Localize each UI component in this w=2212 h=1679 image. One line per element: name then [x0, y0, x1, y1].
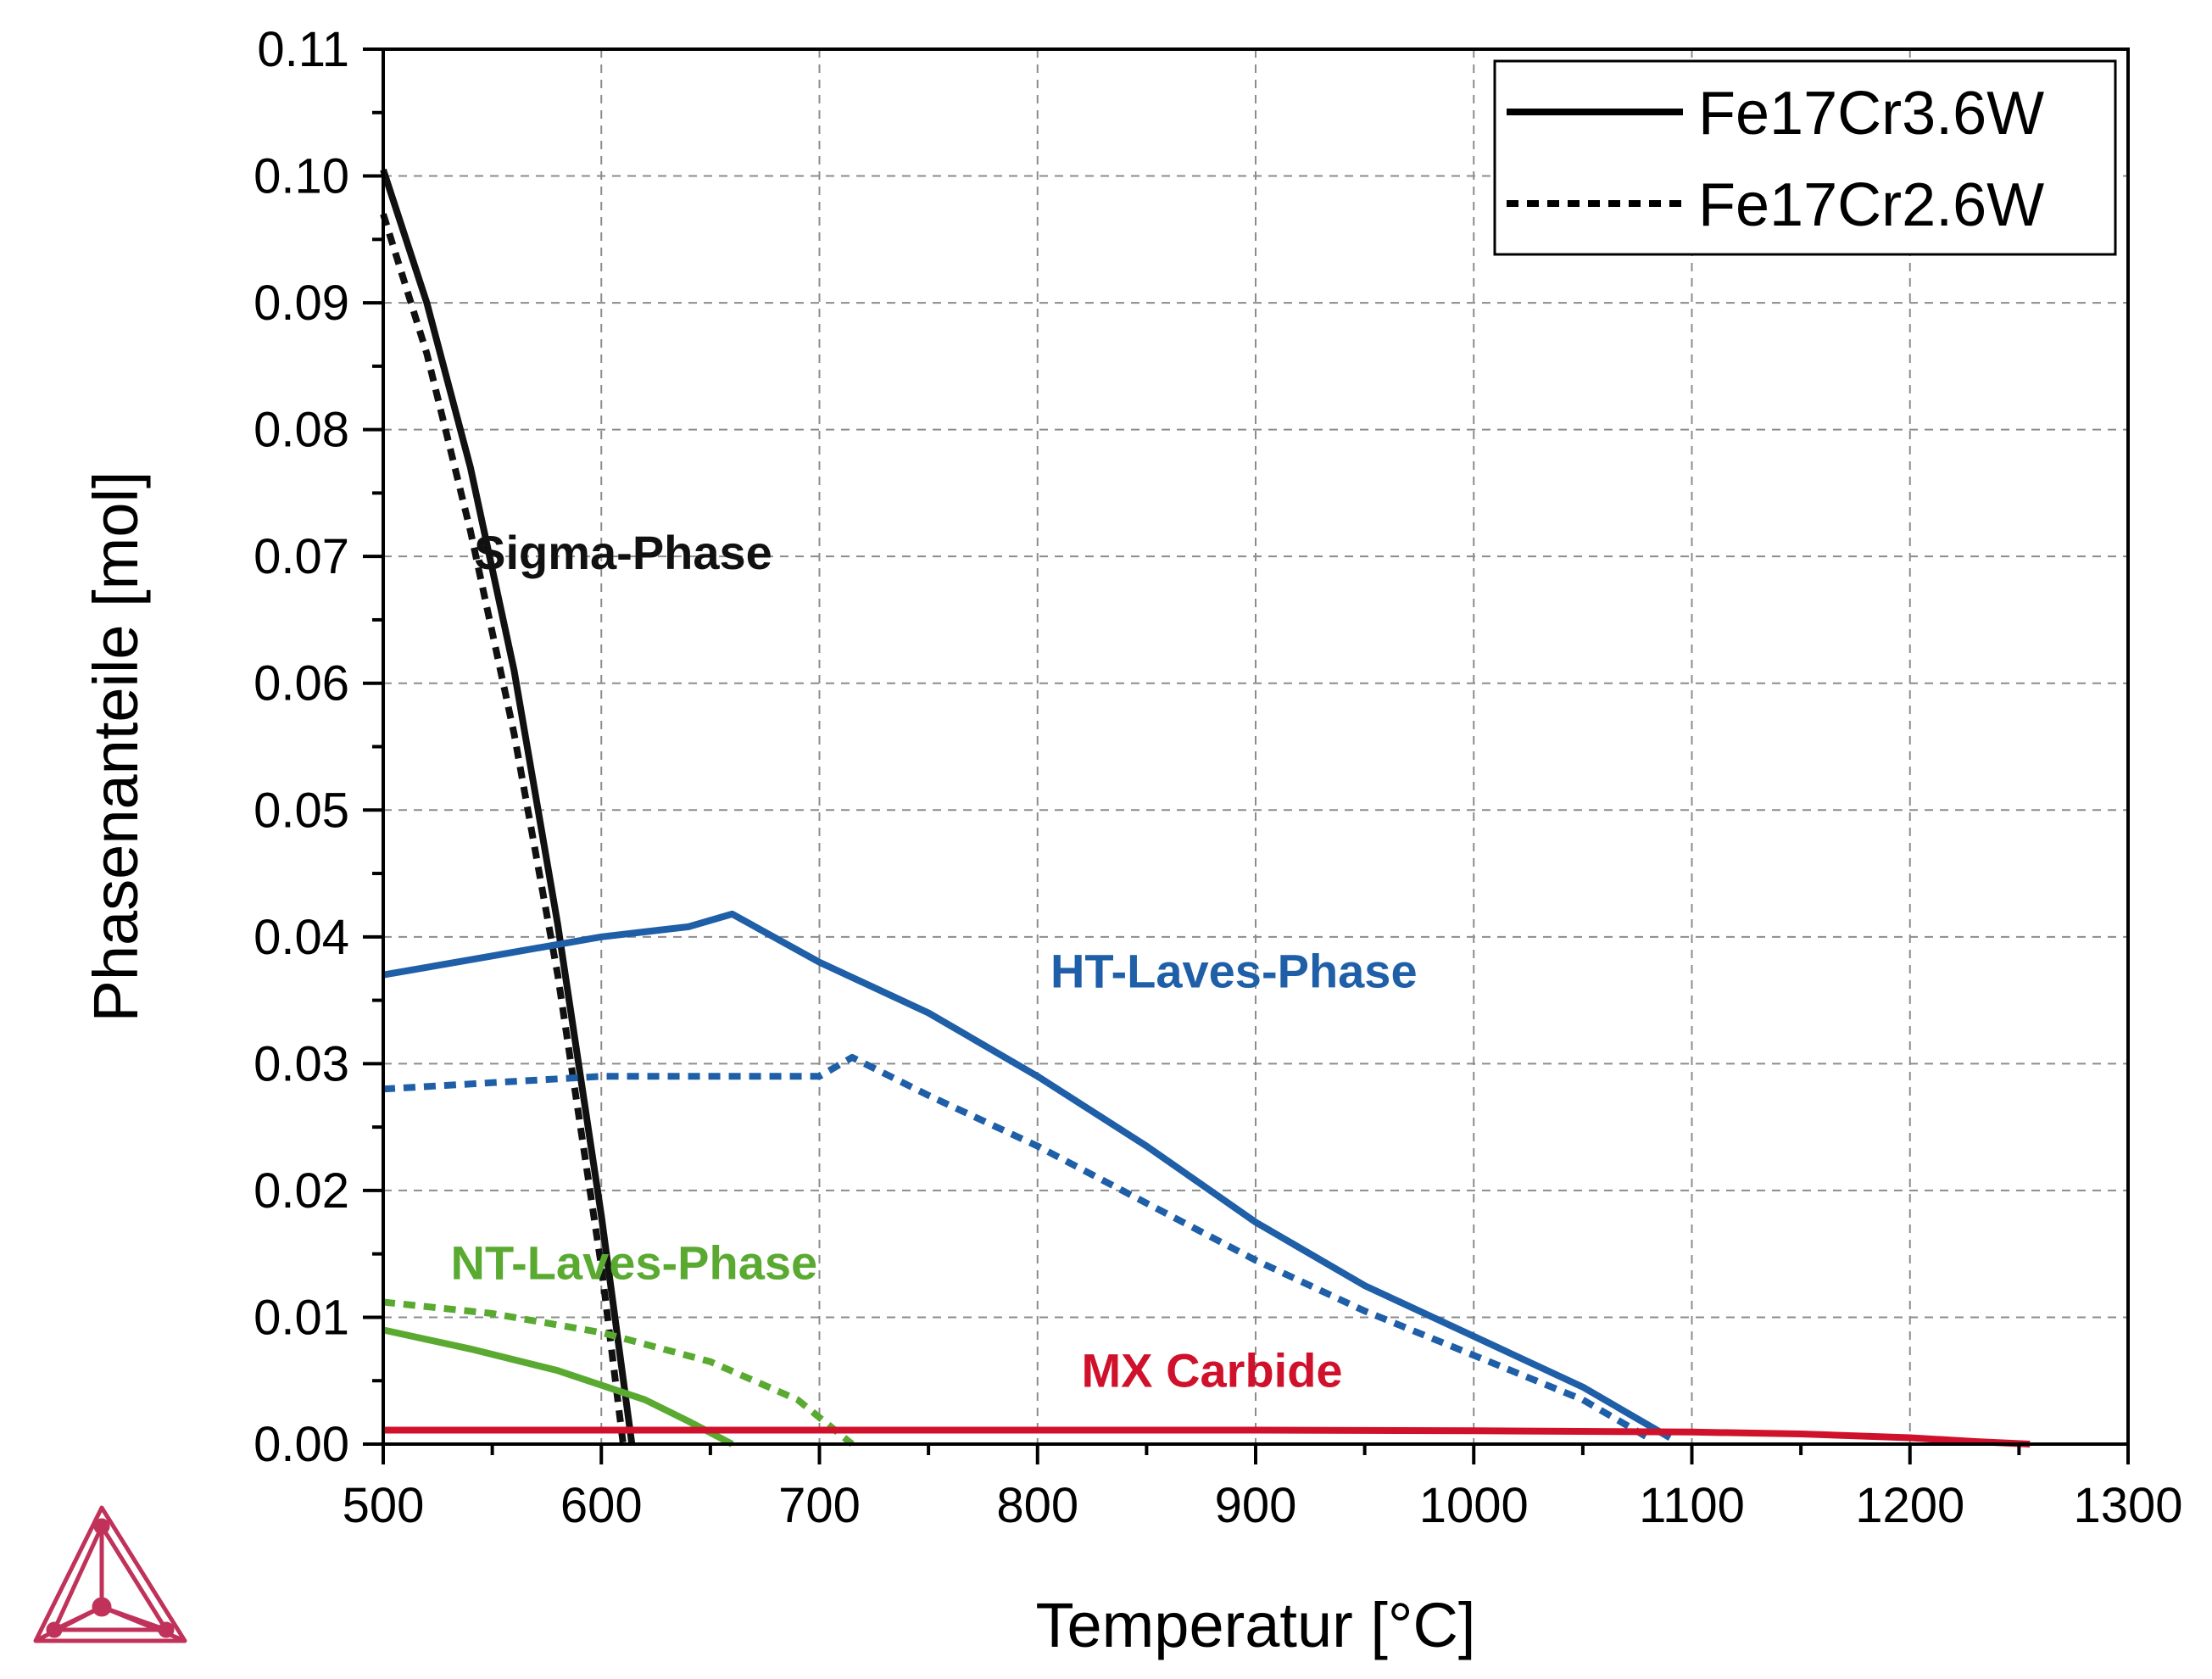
thermo-calc-logo-icon [33, 1505, 187, 1643]
series-sigma-phase-fe17cr2-6w [380, 213, 627, 1445]
series-ht-laves-phase-fe17cr2-6w [382, 1053, 1651, 1441]
x-tick-label: 1200 [1855, 1478, 1964, 1533]
y-tick-label: 0.02 [254, 1163, 349, 1219]
x-tick-label: 1000 [1419, 1478, 1529, 1533]
series-nt-laves-phase-fe17cr3-6w [382, 1326, 734, 1448]
x-tick-label: 700 [778, 1478, 861, 1533]
y-axis-label: Phasenanteile [mol] [81, 471, 151, 1023]
x-tick-label: 600 [560, 1478, 643, 1533]
y-tick-label: 0.08 [254, 403, 349, 458]
y-tick-label: 0.09 [254, 276, 349, 331]
series-lines [380, 168, 2031, 1448]
y-tick-label: 0.10 [254, 149, 349, 204]
phase-annotations: Sigma-Phase HT-Laves-Phase NT-Laves-Phase M… [451, 526, 1418, 1397]
plot-frame [382, 47, 2130, 1446]
axis-ticks: 500 600 700 800 900 1000 1100 1200 1300 0.00 0.01 0… [254, 22, 2182, 1533]
legend-box [1493, 59, 2117, 256]
y-tick-label: 0.07 [254, 529, 349, 584]
legend: Fe17Cr3.6W Fe17Cr2.6W [1493, 59, 2117, 256]
y-tick-label: 0.00 [254, 1417, 349, 1472]
annotation-mx-carbide: MX Carbide [1082, 1344, 1343, 1397]
grid-lines [383, 49, 2128, 1444]
y-tick-label: 0.04 [254, 910, 349, 965]
legend-label-fe17cr2-6w: Fe17Cr2.6W [1698, 171, 2044, 239]
x-tick-label: 800 [996, 1478, 1078, 1533]
x-tick-label: 1100 [1639, 1478, 1745, 1533]
series-nt-laves-phase-fe17cr2-6w [382, 1298, 855, 1448]
legend-label-fe17cr3-6w: Fe17Cr3.6W [1698, 80, 2044, 148]
annotation-ht-laves-phase: HT-Laves-Phase [1050, 945, 1418, 998]
annotation-sigma-phase: Sigma-Phase [474, 526, 772, 579]
x-axis-label: Temperatur [°C] [1036, 1590, 1476, 1660]
series-ht-laves-phase-fe17cr3-6w [382, 910, 1672, 1441]
y-tick-label: 0.06 [254, 656, 349, 711]
x-tick-label: 900 [1215, 1478, 1297, 1533]
x-tick-label: 1300 [2073, 1478, 2182, 1533]
y-tick-label: 0.11 [257, 22, 349, 77]
series-mx-carbide-fe17cr3-6w [383, 1426, 2031, 1448]
series-sigma-phase-fe17cr3-6w [380, 168, 636, 1445]
annotation-nt-laves-phase: NT-Laves-Phase [451, 1236, 818, 1290]
x-tick-label: 500 [343, 1478, 425, 1533]
y-tick-label: 0.05 [254, 783, 349, 838]
y-tick-label: 0.03 [254, 1036, 349, 1091]
y-tick-label: 0.01 [254, 1290, 349, 1345]
